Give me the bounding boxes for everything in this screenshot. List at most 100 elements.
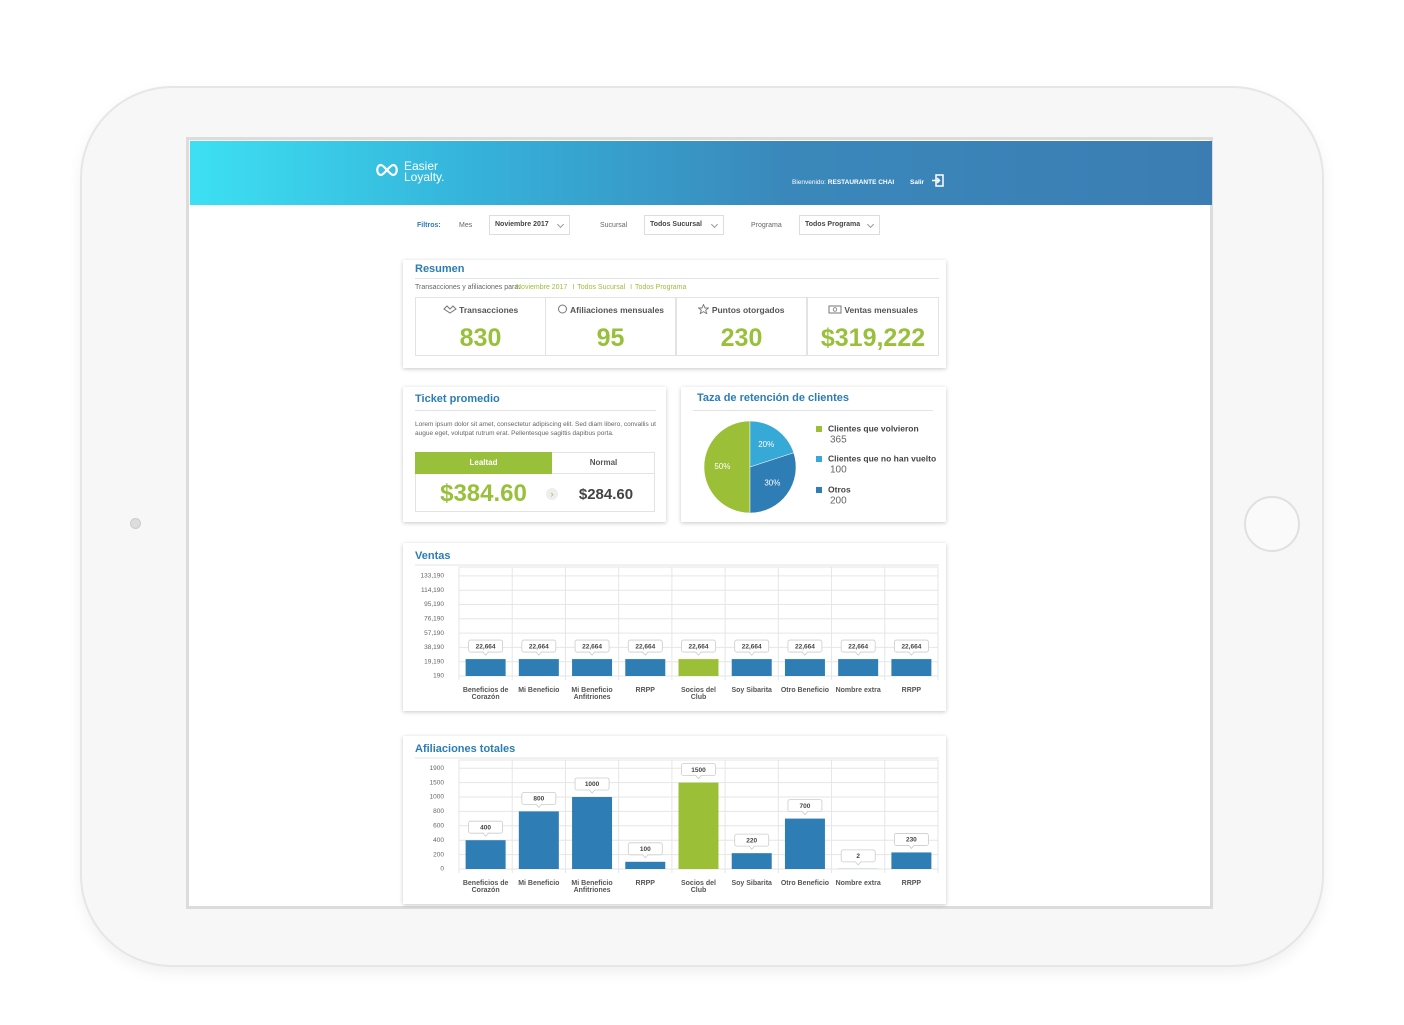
bubble-tail: [641, 651, 649, 656]
ticket-title: Ticket promedio: [415, 393, 500, 405]
bubble-tail: [854, 651, 862, 656]
bar: [731, 853, 772, 869]
stat-cell: Transacciones 830: [415, 297, 546, 356]
bubble-tail: [748, 651, 756, 656]
value-label: 1000: [585, 781, 600, 788]
logo-icon: [376, 163, 398, 177]
filter-link[interactable]: Todos Sucursal: [577, 284, 626, 291]
value-label: 220: [746, 837, 757, 844]
value-label: 230: [906, 837, 917, 844]
filter-label: Mes: [459, 222, 473, 229]
y-tick-label: 19,190: [424, 658, 444, 665]
value-label: 22,664: [476, 643, 496, 650]
value-label: 800: [533, 796, 544, 803]
x-tick-label: Mi Beneficio Anfitriones: [571, 687, 613, 701]
bubble-tail: [695, 774, 702, 780]
y-tick-label: 1000: [430, 794, 445, 801]
logout[interactable]: Salir: [910, 179, 925, 186]
chart-title: Ventas: [415, 550, 450, 562]
value-label: 400: [480, 824, 491, 831]
bubble-tail: [588, 789, 596, 794]
stat-header: Puntos otorgados: [677, 303, 806, 315]
separator: I: [572, 284, 575, 291]
summary-subtitle: Transacciones y afiliaciones para:: [415, 284, 521, 291]
bar: [625, 659, 666, 676]
y-tick-label: 133,190: [421, 573, 445, 580]
legend-swatch: [816, 487, 822, 493]
x-tick-label: RRPP: [635, 687, 655, 694]
stat-header: Transacciones: [416, 304, 545, 315]
bubble-tail: [695, 651, 702, 656]
stat-cell: Ventas mensuales $319,222: [807, 297, 939, 356]
x-tick-label: Beneficios de Corazón: [462, 880, 509, 894]
x-tick-label: Soy Sibarita: [731, 687, 772, 694]
bubble-tail: [748, 845, 756, 850]
logout-icon[interactable]: [931, 174, 945, 188]
arrow-icon: ›: [546, 488, 558, 500]
y-tick-label: 400: [433, 837, 444, 844]
y-tick-label: 1500: [430, 779, 445, 786]
sales-card: [403, 543, 946, 711]
legend-count: 365: [830, 435, 847, 446]
stat-label: Puntos otorgados: [711, 305, 785, 315]
welcome-label: Bienvenido:: [792, 179, 826, 186]
summary-links: Noviembre 2017 I Todos Sucursal I Todos Pr…: [516, 284, 686, 291]
divider: [693, 410, 933, 411]
tab[interactable]: Normal: [552, 452, 655, 474]
logo-line: Easier: [404, 159, 439, 173]
bar: [838, 659, 879, 676]
bubble-tail: [482, 832, 489, 837]
stat-label: Transacciones: [459, 305, 519, 315]
bar: [572, 797, 613, 869]
bubble-tail: [801, 810, 809, 816]
filter-link[interactable]: Noviembre 2017: [516, 284, 568, 291]
user-name: RESTAURANTE CHAI: [827, 179, 895, 186]
value-label: 22,664: [529, 643, 549, 650]
chart-title: Taza de retención de clientes: [697, 392, 849, 404]
value-label: 22,664: [689, 643, 709, 650]
stat-value: 830: [459, 324, 502, 352]
pie-slice: [749, 420, 795, 468]
filter-select[interactable]: Noviembre 2017: [489, 215, 570, 235]
icon: [442, 305, 457, 314]
bubble-tail: [535, 803, 543, 809]
value-label: 22,664: [742, 643, 762, 650]
icon: [697, 303, 711, 315]
x-tick-label: Mi Beneficio: [518, 687, 560, 694]
y-tick-label: 95,190: [424, 601, 444, 608]
bubble-tail: [588, 651, 596, 656]
filter-select[interactable]: Todos Programa: [799, 215, 880, 235]
bar: [891, 659, 932, 676]
bar: [465, 840, 506, 869]
legend-count: 200: [830, 496, 847, 507]
y-tick-label: 0: [440, 866, 444, 873]
value-label: 700: [800, 803, 811, 810]
legend-label: Clientes que no han vuelto: [828, 453, 936, 463]
stat-header: Ventas mensuales: [808, 304, 938, 315]
value-label: 100: [640, 846, 651, 853]
legend-swatch: [816, 426, 822, 432]
filter-select[interactable]: Todos Sucursal: [644, 215, 724, 235]
bar: [784, 818, 825, 869]
y-tick-label: 114,190: [421, 587, 444, 594]
slice-label: 50%: [714, 462, 730, 471]
value-label: 22,664: [795, 643, 815, 650]
slice-label: 30%: [764, 478, 780, 487]
bar: [678, 782, 719, 869]
tab-active[interactable]: Lealtad: [415, 452, 552, 474]
ticket-value: $384.60: [440, 480, 527, 507]
value-label: 1500: [691, 767, 706, 774]
x-tick-label: Socios del Club: [680, 880, 716, 894]
logo-text: Easier Loyalty.: [404, 159, 444, 183]
stat-value: 230: [720, 324, 763, 352]
icon: [828, 305, 842, 314]
y-tick-label: 600: [433, 823, 444, 830]
stat-value: 95: [596, 324, 625, 352]
filter-label: Sucursal: [600, 222, 628, 229]
y-tick-label: 800: [433, 808, 444, 815]
value-label: 22,664: [848, 643, 868, 650]
bubble-tail: [482, 651, 489, 656]
filter-link[interactable]: Todos Programa: [635, 284, 687, 291]
y-tick-label: 1900: [430, 765, 445, 772]
